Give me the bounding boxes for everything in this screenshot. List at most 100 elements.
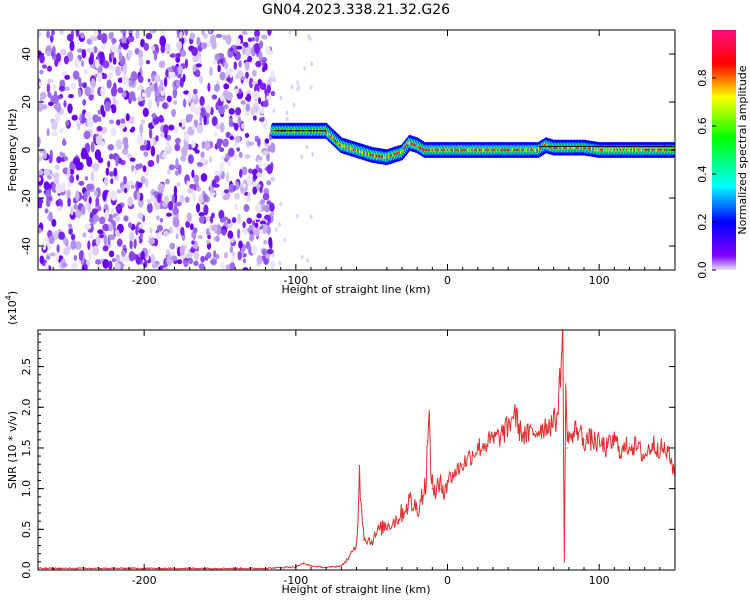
noise-blob xyxy=(245,71,249,79)
noise-blob xyxy=(162,151,168,159)
noise-blob xyxy=(115,65,121,77)
noise-blob xyxy=(74,241,82,250)
noise-blob xyxy=(296,213,300,219)
noise-blob xyxy=(110,86,118,97)
noise-blob xyxy=(191,140,196,149)
noise-blob xyxy=(98,116,102,123)
noise-blob xyxy=(306,258,310,263)
noise-blob xyxy=(89,217,94,223)
noise-blob xyxy=(285,110,289,116)
noise-blob xyxy=(154,82,158,92)
noise-blob xyxy=(274,227,278,233)
noise-blob xyxy=(243,204,250,212)
noise-blob xyxy=(137,182,143,189)
noise-blob xyxy=(49,34,54,43)
noise-blob xyxy=(80,32,85,39)
snr-data-point xyxy=(439,488,441,490)
noise-blob xyxy=(234,192,241,200)
noise-blob xyxy=(117,77,123,83)
noise-blob xyxy=(136,96,144,102)
noise-blob xyxy=(229,47,234,52)
noise-blob xyxy=(67,197,71,207)
noise-blob xyxy=(114,229,120,236)
noise-blob xyxy=(249,234,255,242)
noise-blob xyxy=(45,255,51,260)
noise-blob xyxy=(97,109,101,115)
noise-blob xyxy=(200,255,205,263)
noise-blob xyxy=(244,132,250,139)
noise-blob xyxy=(142,165,147,173)
noise-blob xyxy=(215,224,222,236)
noise-blob xyxy=(38,102,43,112)
noise-blob xyxy=(108,153,114,160)
noise-blob xyxy=(235,107,242,116)
noise-blob xyxy=(46,128,50,137)
noise-blob xyxy=(88,56,94,65)
noise-blob xyxy=(108,223,114,232)
noise-blob xyxy=(246,93,252,103)
noise-blob xyxy=(182,98,187,108)
y-tick-label: 2.5 xyxy=(20,358,33,376)
noise-blob xyxy=(93,190,98,197)
noise-blob xyxy=(156,193,162,203)
noise-blob xyxy=(143,139,148,146)
snr-data-point xyxy=(401,512,403,514)
snr-data-point xyxy=(371,540,373,543)
noise-blob xyxy=(203,115,207,126)
noise-blob xyxy=(76,174,79,181)
noise-blob xyxy=(110,44,118,53)
noise-blob xyxy=(217,64,221,73)
noise-blob xyxy=(86,38,92,45)
noise-blob xyxy=(184,196,190,203)
noise-blob xyxy=(244,45,252,56)
noise-blob xyxy=(74,58,80,69)
noise-blob xyxy=(97,229,104,235)
noise-blob xyxy=(100,86,106,97)
spectrogram-plot-area xyxy=(38,30,675,270)
snr-data-point xyxy=(540,427,543,429)
noise-blob xyxy=(262,192,270,201)
x-tick-label: 100 xyxy=(589,274,610,287)
y-tick-label: 20 xyxy=(20,95,33,109)
noise-blob xyxy=(78,250,84,261)
noise-blob xyxy=(255,227,260,237)
noise-blob xyxy=(63,156,69,162)
noise-blob xyxy=(81,49,87,59)
colorbar-tick-label: 0.6 xyxy=(696,117,709,135)
noise-blob xyxy=(93,30,99,37)
noise-blob xyxy=(107,144,115,151)
noise-blob xyxy=(296,80,300,86)
noise-blob xyxy=(198,212,205,217)
noise-blob xyxy=(222,34,227,41)
noise-blob xyxy=(193,88,198,95)
noise-blob xyxy=(55,200,60,206)
noise-blob xyxy=(48,235,55,245)
noise-blob xyxy=(118,52,123,61)
noise-blob xyxy=(70,82,76,90)
noise-blob xyxy=(198,196,205,204)
noise-blob xyxy=(163,77,168,87)
noise-blob xyxy=(259,82,267,91)
noise-blob xyxy=(54,178,60,185)
noise-blob xyxy=(61,262,68,268)
noise-blob xyxy=(87,202,92,213)
noise-blob xyxy=(121,35,128,44)
noise-blob xyxy=(196,203,201,213)
noise-blob xyxy=(221,264,225,270)
noise-blob xyxy=(213,250,217,258)
noise-blob xyxy=(156,154,160,164)
noise-blob xyxy=(136,190,141,201)
noise-blob xyxy=(200,42,208,50)
noise-blob xyxy=(129,157,136,162)
noise-blob xyxy=(246,90,252,96)
noise-blob xyxy=(158,83,162,92)
noise-blob xyxy=(227,230,234,239)
noise-blob xyxy=(167,168,171,175)
noise-blob xyxy=(255,202,262,214)
noise-blob xyxy=(272,77,276,83)
noise-blob xyxy=(214,53,220,61)
noise-blob xyxy=(109,119,114,125)
noise-blob xyxy=(94,149,102,161)
noise-blob xyxy=(222,216,229,221)
